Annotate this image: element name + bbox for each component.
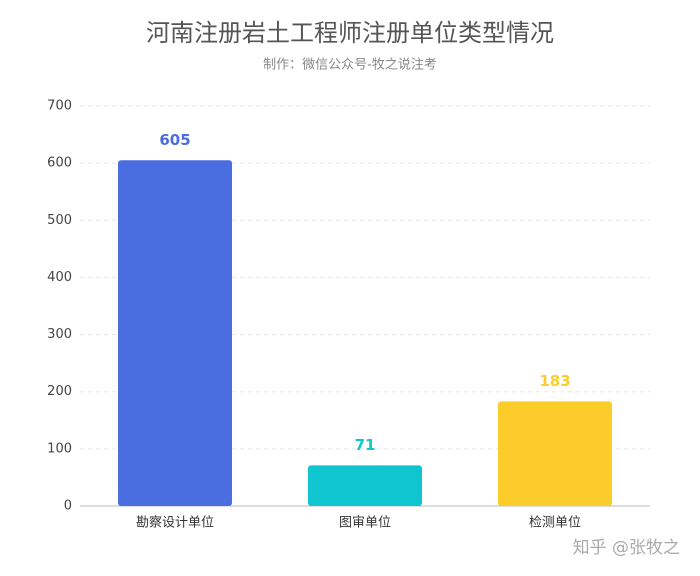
y-tick-label: 0	[64, 499, 72, 514]
data-label: 183	[539, 372, 570, 390]
data-label: 605	[159, 131, 190, 149]
y-tick-label: 300	[47, 327, 72, 342]
x-tick-label: 图审单位	[339, 516, 391, 531]
chart-subtitle: 制作：微信公众号-牧之说注考	[263, 58, 437, 73]
x-tick-label: 勘察设计单位	[136, 516, 214, 531]
watermark: 知乎 @张牧之	[573, 538, 680, 558]
y-tick-label: 500	[47, 213, 72, 228]
bar	[308, 465, 422, 506]
y-tick-label: 100	[47, 441, 72, 456]
chart-title: 河南注册岩土工程师注册单位类型情况	[146, 19, 554, 47]
y-tick-label: 200	[47, 384, 72, 399]
data-label: 71	[355, 436, 376, 454]
bar	[498, 401, 612, 506]
y-tick-label: 600	[47, 156, 72, 171]
y-tick-label: 700	[47, 99, 72, 114]
x-tick-label: 检测单位	[529, 516, 581, 531]
y-tick-label: 400	[47, 270, 72, 285]
bar	[118, 160, 232, 507]
